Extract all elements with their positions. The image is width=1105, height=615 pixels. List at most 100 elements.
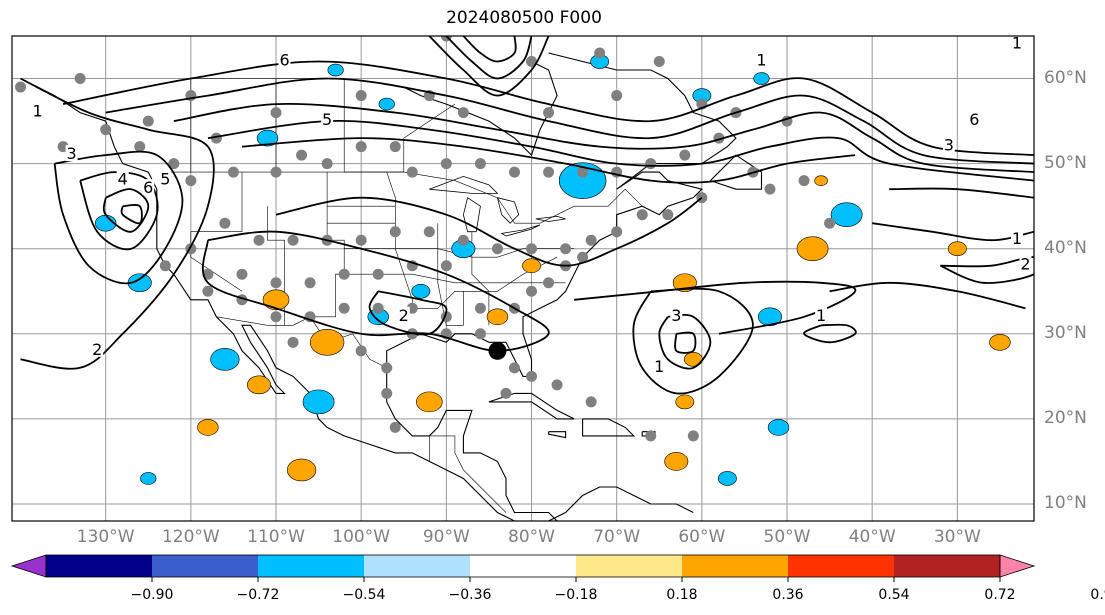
colorbar-tick-label: 0.36 — [772, 587, 804, 603]
anomaly-blob — [256, 129, 279, 147]
hurricane-marker — [488, 341, 507, 360]
colorbar-tick-label: −0.72 — [236, 587, 280, 603]
contour-north-ridge-2 — [445, 36, 533, 80]
contour-label: 1 — [816, 306, 826, 325]
contour-label: 6 — [279, 51, 289, 70]
station-dot — [372, 268, 384, 280]
anomaly-blob — [486, 308, 509, 326]
lon-label: 130°W — [76, 527, 135, 547]
contour-label: 3 — [944, 136, 954, 155]
station-dot — [508, 166, 520, 178]
contour-label-bg — [31, 102, 44, 119]
contour-central-1 — [201, 230, 550, 352]
colorbar-high-extend — [999, 554, 1036, 578]
coastline-hispaniola — [582, 418, 636, 437]
contour-label-bg — [942, 136, 955, 153]
station-dot — [74, 73, 86, 85]
station-dot — [253, 234, 265, 246]
station-dot — [474, 328, 486, 340]
contour-label-bg — [159, 170, 172, 187]
contour-label-bg — [755, 51, 768, 68]
contour-label: 1 — [32, 102, 42, 121]
contour-label-bg — [321, 111, 334, 128]
border-central-america — [429, 435, 507, 513]
station-dot — [304, 277, 316, 289]
coastline-jamaica — [548, 431, 567, 439]
colorbar-segment — [682, 555, 789, 577]
contour-atlantic-low-3 — [674, 331, 697, 354]
colorbar-tick-label: −0.36 — [448, 587, 492, 603]
station-dot — [508, 362, 520, 374]
station-dot — [645, 430, 657, 442]
colorbar-segment — [152, 555, 259, 577]
station-dot — [296, 149, 308, 161]
station-markers — [15, 36, 836, 442]
station-dot — [594, 47, 606, 59]
station-dot — [491, 243, 503, 255]
anomaly-blob — [522, 258, 541, 274]
lon-label: 110°W — [247, 527, 305, 547]
colorbar-segment — [258, 555, 365, 577]
contour-east-wave-1 — [872, 222, 1034, 242]
contour-jet-4 — [207, 119, 1034, 182]
colorbar-tick-label: 0.18 — [666, 587, 698, 603]
map-title: 2024080500 F000 — [446, 8, 602, 28]
station-dot — [210, 132, 222, 144]
station-dot — [611, 226, 623, 238]
station-dot — [389, 141, 401, 153]
station-dot — [287, 234, 299, 246]
contour-label: 1 — [654, 357, 664, 376]
contour-west-low-2 — [53, 150, 184, 285]
lat-label: 60°N — [1044, 67, 1087, 88]
station-dot — [560, 243, 572, 255]
anomaly-blob — [302, 389, 335, 415]
contour-east-wave-4 — [889, 187, 1034, 199]
station-dot — [543, 277, 555, 289]
lon-label: 40°W — [848, 527, 896, 547]
station-dot — [440, 260, 452, 272]
contour-central-3 — [275, 196, 703, 267]
contour-label: 1 — [1012, 34, 1022, 53]
station-dot — [168, 158, 180, 170]
station-dot — [526, 243, 538, 255]
map-frame — [11, 35, 1035, 522]
anomaly-blob — [675, 394, 695, 410]
station-dot — [687, 430, 699, 442]
coastline-gulf-coast — [386, 52, 737, 377]
anomaly-blob — [327, 63, 344, 77]
station-dot — [159, 260, 171, 272]
station-dot — [543, 107, 555, 119]
contour-label: 3 — [67, 144, 77, 163]
station-dot — [389, 226, 401, 238]
lat-label: 40°N — [1044, 237, 1087, 258]
station-dot — [134, 141, 146, 153]
station-dot — [645, 158, 657, 170]
coastline-south-america — [548, 486, 694, 521]
anomaly-blob — [262, 289, 290, 311]
anomaly-blob — [210, 348, 240, 371]
anomaly-blob — [664, 452, 689, 471]
contour-label-bg — [65, 145, 78, 162]
station-dot — [355, 234, 367, 246]
contour-label-bg — [1010, 36, 1023, 51]
border-us-mexico — [216, 316, 387, 369]
lon-label: 70°W — [593, 527, 641, 547]
station-dot — [287, 336, 299, 348]
border-us-canada — [165, 171, 643, 224]
anomaly-blob — [947, 241, 967, 257]
station-dot — [457, 107, 469, 119]
station-dot — [227, 166, 239, 178]
colorbar-tick-label: −0.18 — [554, 587, 598, 603]
contour-label-bg — [670, 306, 683, 323]
contour-east-wave-2 — [939, 256, 1034, 284]
station-dot — [100, 124, 112, 136]
contour-label-bg — [91, 340, 104, 357]
contour-west-low-1 — [20, 77, 215, 370]
anomaly-blob — [767, 419, 790, 436]
colorbar-tick-label: 0.54 — [878, 587, 910, 603]
station-dot — [585, 234, 597, 246]
station-dot — [611, 90, 623, 102]
colorbar — [10, 554, 1036, 582]
lon-label: 50°W — [763, 527, 811, 547]
